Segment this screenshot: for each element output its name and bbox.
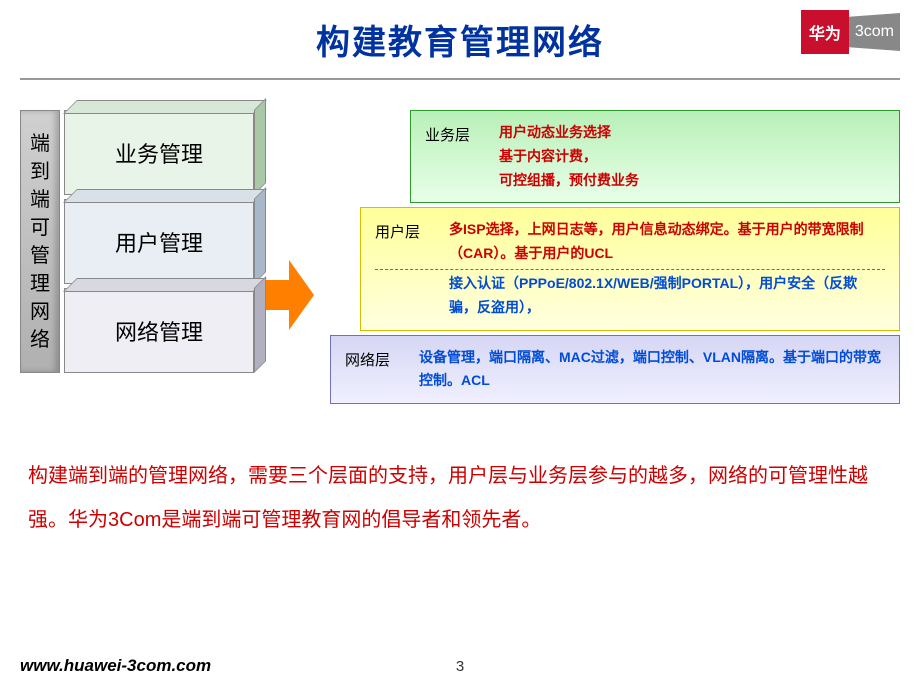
layer-body: 多ISP选择，上网日志等，用户信息动态绑定。基于用户的带宽限制（CAR）。基于用… [449,218,885,319]
layer-line: 可控组播，预付费业务 [499,169,885,193]
right-column: 业务层 用户动态业务选择 基于内容计费， 可控组播，预付费业务 用户层 多ISP… [330,110,900,404]
layer-top-text: 多ISP选择，上网日志等，用户信息动态绑定。基于用户的带宽限制（CAR）。基于用… [449,218,885,266]
pillar: 端 到 端 可 管 理 网 络 [20,110,60,373]
pillar-char: 管 [30,242,50,270]
left-column: 端 到 端 可 管 理 网 络 业务管理 用户管理 网络管理 [20,110,254,373]
cube-stack: 业务管理 用户管理 网络管理 [64,110,254,373]
layer-line: 用户动态业务选择 [499,121,885,145]
layer-body: 用户动态业务选择 基于内容计费， 可控组播，预付费业务 [499,121,885,192]
cube-user: 用户管理 [64,199,254,284]
pillar-char: 端 [30,130,50,158]
layer-body: 设备管理，端口隔离、MAC过滤，端口控制、VLAN隔离。基于端口的带宽控制。AC… [419,346,885,394]
layer-bottom-text: 接入认证（PPPoE/802.1X/WEB/强制PORTAL），用户安全（反欺骗… [449,272,885,320]
footer-url: www.huawei-3com.com [20,656,211,676]
pillar-char: 理 [30,270,50,298]
layer-label: 网络层 [345,346,405,394]
footer: www.huawei-3com.com 3 [20,656,900,676]
title-bar: 构建教育管理网络 华为 3com [20,0,900,80]
cube-label: 业务管理 [115,137,203,169]
logo-huawei: 华为 [801,10,849,54]
pillar-char: 网 [30,298,50,326]
cube-label: 用户管理 [115,226,203,258]
summary-text: 构建端到端的管理网络，需要三个层面的支持，用户层与业务层参与的越多，网络的可管理… [28,454,892,542]
logo-3com: 3com [849,13,900,51]
page-title: 构建教育管理网络 [316,15,604,64]
cube-label: 网络管理 [115,315,203,347]
pillar-char: 到 [30,158,50,186]
pillar-char: 可 [30,214,50,242]
layer-label: 业务层 [425,121,485,192]
layer-network: 网络层 设备管理，端口隔离、MAC过滤，端口控制、VLAN隔离。基于端口的带宽控… [330,335,900,405]
page-number: 3 [456,658,464,675]
pillar-char: 络 [30,326,50,354]
layer-line: 基于内容计费， [499,145,885,169]
logo: 华为 3com [801,10,900,54]
pillar-char: 端 [30,186,50,214]
cube-business: 业务管理 [64,110,254,195]
cube-network: 网络管理 [64,288,254,373]
divider [375,269,885,270]
diagram: 端 到 端 可 管 理 网 络 业务管理 用户管理 网络管理 [20,110,900,404]
layer-user: 用户层 多ISP选择，上网日志等，用户信息动态绑定。基于用户的带宽限制（CAR）… [360,207,900,330]
arrow-icon [264,260,314,335]
layer-business: 业务层 用户动态业务选择 基于内容计费， 可控组播，预付费业务 [410,110,900,203]
